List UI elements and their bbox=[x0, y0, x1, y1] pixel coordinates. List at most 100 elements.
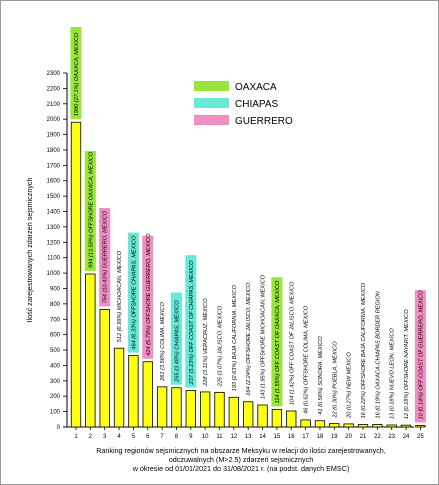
x-tick-label: 1 bbox=[74, 434, 78, 440]
x-tick-label: 21 bbox=[360, 434, 367, 440]
y-tick-label: 1700 bbox=[47, 163, 61, 169]
bar bbox=[357, 424, 369, 428]
bar-data-label: 994 (13.58%) OFFSHORE OAXACA, MEXICO bbox=[88, 151, 94, 268]
x-tick-label: 17 bbox=[302, 434, 309, 440]
x-tick-label: 14 bbox=[259, 434, 266, 440]
x-tick-label: 7 bbox=[160, 434, 164, 440]
bar-label-highlight bbox=[127, 232, 139, 353]
x-tick-label: 5 bbox=[132, 434, 136, 440]
bar-data-label: 13 (0.18%) NUEVO LEON, MEXICO bbox=[390, 328, 396, 419]
y-tick-label: 1500 bbox=[47, 194, 61, 200]
y-tick-label: 800 bbox=[50, 302, 61, 308]
y-tick-label: 1400 bbox=[47, 210, 61, 216]
bar-data-label: 164 (2.24%) OFFSHORE JALISCO, MEXICO bbox=[246, 282, 252, 396]
y-tick-label: 1600 bbox=[47, 179, 61, 185]
x-tick-label: 20 bbox=[345, 434, 352, 440]
bar-data-label: 10 (0.14%) OFF COAST OF GUERRERO, MEXICO bbox=[418, 290, 424, 420]
x-tick-label: 22 bbox=[374, 434, 381, 440]
bar bbox=[171, 387, 182, 428]
bar-data-label: 41 (0.56%) SONORA, MEXICO bbox=[318, 336, 324, 415]
x-tick-label: 3 bbox=[103, 434, 107, 440]
y-tick-label: 1300 bbox=[47, 225, 61, 231]
y-tick-label: 100 bbox=[50, 410, 61, 416]
legend-swatch bbox=[194, 81, 229, 91]
x-tick-label: 19 bbox=[331, 434, 338, 440]
bar-data-label: 1980 (27.1%) OAXACA, MEXICO bbox=[74, 32, 80, 116]
x-tick-label: 2 bbox=[89, 434, 93, 440]
bar bbox=[286, 410, 297, 428]
bar-data-label: 16 (0.19%) OAXACA-CHIAPAS BORDER REGION bbox=[375, 290, 381, 418]
bar bbox=[415, 425, 426, 428]
bar bbox=[199, 391, 211, 428]
y-tick-label: 700 bbox=[50, 317, 61, 323]
bar bbox=[85, 273, 96, 428]
x-tick-label: 10 bbox=[202, 434, 209, 440]
y-tick-label: 1900 bbox=[47, 133, 61, 139]
y-tick-label: 600 bbox=[50, 333, 61, 339]
bar-data-label: 22 (0.30%) PUEBLA, MEXICO bbox=[332, 341, 338, 419]
x-tick-label: 16 bbox=[288, 434, 295, 440]
bar bbox=[128, 355, 139, 428]
bar-label-highlight bbox=[185, 255, 197, 388]
x-tick-label: 24 bbox=[403, 434, 410, 440]
bar-data-label: 261 (3.56%) COLIMA, MEXICO bbox=[160, 302, 166, 382]
x-tick-label: 25 bbox=[417, 434, 424, 440]
bar bbox=[386, 424, 397, 428]
bar bbox=[70, 121, 82, 428]
bar-data-label: 255 (3.48%) CHIAPAS, MEXICO bbox=[174, 300, 180, 383]
bar-data-label: 104 (1.42%) OFF COAST OF JALISCO, MEXICO bbox=[289, 281, 295, 405]
bar-data-label: 143 (1.95%) OFFSHORE MICHOACAN, MEXICO bbox=[261, 274, 267, 399]
y-tick-label: 1200 bbox=[47, 240, 61, 246]
bar-data-label: 193 (2.63%) BAJA CALIFORNIA, MEXICO bbox=[232, 285, 238, 392]
bar-data-label: 114 (1.55%) OFF COAST OF OAXACA, MEXICO bbox=[275, 280, 281, 403]
y-tick-label: 2100 bbox=[47, 102, 61, 108]
x-tick-label: 6 bbox=[146, 434, 150, 440]
x-axis-label-line-2: odczuwalnych (M>2.5) zdarzeń sejsmicznyc… bbox=[169, 455, 313, 464]
bar bbox=[372, 424, 383, 428]
y-tick-label: 500 bbox=[50, 348, 61, 354]
y-axis-label: Ilość zarejestrowanych zdarzeń sejsmiczn… bbox=[25, 177, 34, 322]
bar-label-highlight bbox=[170, 292, 182, 385]
bar bbox=[343, 423, 354, 428]
bar-group: 1 1980 (27.1%) OAXACA, MEXICO 2 994 (13.58%… bbox=[70, 27, 426, 440]
bar bbox=[329, 423, 340, 428]
y-tick-label: 1100 bbox=[47, 256, 61, 262]
legend: OAXACA CHIAPAS GUERRERO bbox=[194, 81, 293, 127]
y-tick-label: 1800 bbox=[47, 148, 61, 154]
y-tick-label: 2200 bbox=[47, 86, 61, 92]
bar-label-highlight bbox=[99, 208, 111, 307]
bar-data-label: 464 (6.33%) OFFSHORE CHIAPAS, MEXICO bbox=[131, 235, 137, 350]
bar-data-label: 424 (5.79%) OFFSHORE GUERRERO, MEXICO bbox=[146, 233, 152, 356]
bar-label-highlight bbox=[271, 277, 283, 407]
bar-label-highlight bbox=[142, 235, 154, 359]
bar bbox=[271, 409, 283, 428]
legend-swatch bbox=[194, 98, 229, 108]
y-tick-label: 300 bbox=[50, 379, 61, 385]
y-tick-label: 200 bbox=[50, 394, 61, 400]
bar-data-label: 225 (3.07%) JALISCO, MEXICO bbox=[218, 305, 224, 387]
legend-label: GUERRERO bbox=[235, 116, 293, 127]
y-tick-label: 400 bbox=[50, 363, 61, 369]
y-tick-label: 0 bbox=[57, 425, 61, 431]
bar bbox=[228, 396, 240, 428]
bar bbox=[113, 347, 125, 428]
bar-data-label: 228 (3.11%) VERACRUZ, MEXICO bbox=[203, 298, 209, 387]
bar bbox=[314, 420, 326, 428]
x-axis-label-line-3: w okresie od 01/01/2021 do 31/08/2021 r.… bbox=[132, 464, 350, 473]
bar bbox=[142, 361, 153, 428]
bar bbox=[257, 404, 268, 428]
x-tick-label: 11 bbox=[216, 434, 223, 440]
bar-data-label: 512 (6.99%) MICHOACAN, MEXICO bbox=[117, 250, 123, 342]
x-tick-label: 18 bbox=[317, 434, 324, 440]
x-tick-label: 12 bbox=[231, 434, 238, 440]
bar-data-label: 46 (0.62%) OFFSHORE COLIMA, MEXICO bbox=[304, 305, 310, 414]
bar-data-label: 20 (0.27%) NEW MEXICO bbox=[347, 352, 353, 419]
legend-label: OAXACA bbox=[235, 82, 277, 93]
y-tick-label: 900 bbox=[50, 286, 61, 292]
bar bbox=[300, 419, 311, 428]
bar-label-highlight bbox=[414, 290, 426, 423]
legend-swatch bbox=[194, 115, 229, 125]
x-axis-label-line-1: Ranking regionów sejsmicznych na obszarz… bbox=[96, 446, 386, 455]
